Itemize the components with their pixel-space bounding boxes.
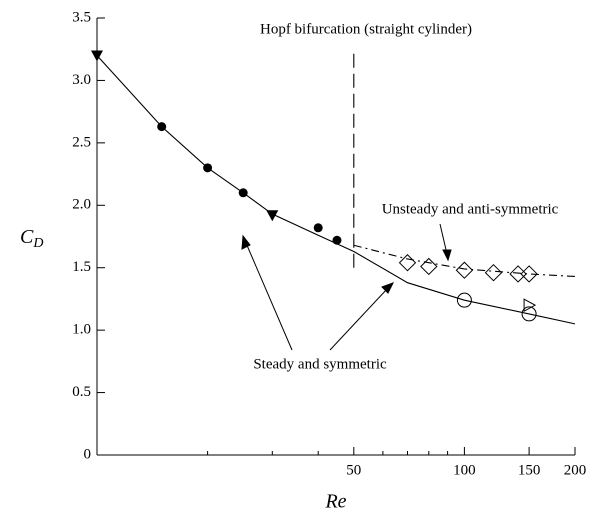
y-tick-label: 0.5	[72, 384, 91, 400]
arrow	[329, 287, 389, 351]
point	[313, 223, 323, 233]
x-tick-label: 150	[518, 462, 541, 478]
annotation: Unsteady and anti-symmetric	[382, 201, 559, 217]
y-tick-label: 2.5	[72, 134, 91, 150]
arrow-head	[381, 282, 395, 294]
point	[203, 163, 213, 173]
point	[91, 50, 103, 62]
point	[520, 265, 538, 283]
x-axis-label: Re	[324, 491, 346, 513]
point	[420, 257, 438, 276]
x-tick-label: 50	[346, 462, 361, 478]
curve	[353, 244, 576, 278]
point	[484, 264, 503, 282]
y-tick-label: 1.5	[72, 259, 91, 275]
point	[266, 210, 279, 222]
point	[521, 306, 537, 322]
arrow	[439, 223, 448, 255]
point	[523, 298, 537, 313]
point	[157, 122, 167, 132]
x-tick-label: 200	[564, 462, 587, 478]
arrow-head	[442, 249, 452, 262]
curve	[96, 55, 576, 325]
y-tick-label: 2.0	[72, 197, 91, 213]
point	[509, 265, 527, 283]
y-label-main: C	[20, 226, 34, 248]
point	[455, 261, 474, 279]
y-tick-label: 3.5	[72, 9, 91, 25]
y-tick-label: 3.0	[72, 72, 91, 88]
point	[238, 188, 248, 198]
annotation: Hopf bifurcation (straight cylinder)	[260, 21, 472, 37]
point	[398, 254, 417, 272]
y-tick-label: 0	[84, 446, 92, 462]
y-tick-label: 1.0	[72, 322, 91, 338]
annotation: Steady and symmetric	[253, 356, 387, 372]
arrows	[241, 223, 452, 351]
point	[456, 292, 472, 308]
point	[332, 235, 342, 245]
y-axis-label: CD	[20, 226, 43, 252]
arrow-head	[241, 234, 251, 250]
arrow	[245, 242, 293, 351]
x-tick-label: 100	[453, 462, 476, 478]
y-label-sub: D	[32, 236, 43, 251]
